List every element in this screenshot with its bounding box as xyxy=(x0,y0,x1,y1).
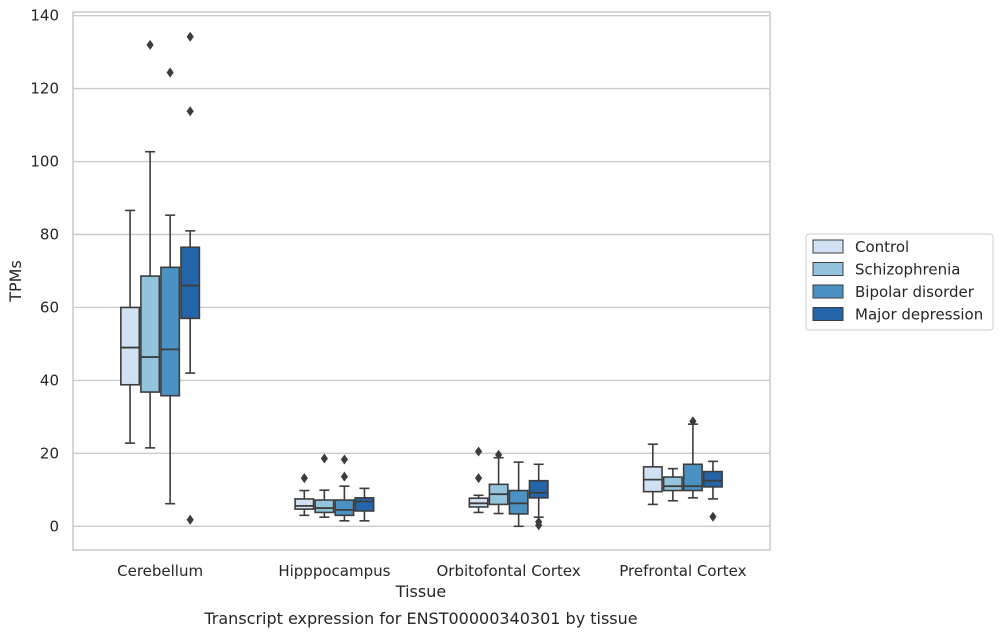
x-axis-ticks: Cerebellum Hipppocampus Orbitofontal Corte… xyxy=(117,562,746,580)
y-tick-label: 80 xyxy=(40,225,59,243)
y-tick-label: 60 xyxy=(40,298,59,316)
legend-swatch xyxy=(812,307,844,321)
iqr-box xyxy=(294,498,315,510)
iqr-box xyxy=(354,497,375,512)
box-schizophrenia xyxy=(314,453,335,518)
legend-frame xyxy=(805,233,994,331)
box-major-depression xyxy=(354,487,375,522)
iqr-box xyxy=(528,479,549,499)
iqr-box xyxy=(180,246,201,320)
x-axis-label: Tissue xyxy=(395,582,446,601)
box-control xyxy=(294,473,315,517)
outlier-point xyxy=(300,473,308,484)
iqr-box xyxy=(334,499,355,517)
iqr-box xyxy=(702,470,723,488)
x-tick-label: Cerebellum xyxy=(117,562,203,580)
legend-entry: Bipolar disorder xyxy=(855,283,975,301)
outlier-point xyxy=(535,520,543,531)
iqr-box xyxy=(140,275,161,393)
y-tick-label: 40 xyxy=(40,371,59,389)
outlier-point xyxy=(186,514,194,525)
outlier-point xyxy=(186,31,194,42)
y-tick-label: 120 xyxy=(30,80,59,98)
legend: Control Schizophrenia Bipolar disorder Majo… xyxy=(805,233,994,331)
legend-swatch xyxy=(812,284,844,299)
plot-area-frame xyxy=(72,11,771,551)
legend-swatch xyxy=(812,262,844,276)
x-tick-label: Orbitofontal Cortex xyxy=(437,562,581,580)
outlier-point xyxy=(166,67,174,78)
box-major-depression xyxy=(180,31,201,525)
box-schizophrenia xyxy=(488,449,509,515)
box-control xyxy=(120,209,141,444)
box-control xyxy=(642,443,663,506)
iqr-box xyxy=(160,266,181,397)
y-tick-label: 0 xyxy=(49,517,59,535)
outlier-point xyxy=(146,39,154,50)
legend-entry: Control xyxy=(855,238,909,256)
box-series xyxy=(120,31,723,531)
y-tick-label: 20 xyxy=(40,444,59,462)
iqr-box xyxy=(682,463,703,492)
outlier-point xyxy=(340,454,348,465)
y-tick-label: 100 xyxy=(30,153,59,171)
outlier-point xyxy=(474,446,483,457)
box-bipolar-disorder xyxy=(508,461,529,528)
legend-entry: Schizophrenia xyxy=(855,261,960,279)
box-bipolar-disorder xyxy=(334,454,355,522)
box-major-depression xyxy=(702,460,723,522)
legend-entry: Major depression xyxy=(855,306,983,324)
box-bipolar-disorder xyxy=(682,416,703,499)
box-schizophrenia xyxy=(662,467,683,502)
chart-caption: Transcript expression for ENST0000034030… xyxy=(203,609,637,628)
outlier-point xyxy=(495,449,503,460)
box-schizophrenia xyxy=(140,39,161,449)
outlier-point xyxy=(340,471,348,482)
box-control xyxy=(468,446,489,514)
y-axis-ticks: 0 20 40 60 80 100 120 140 xyxy=(30,7,59,536)
iqr-box xyxy=(662,476,683,492)
outlier-point xyxy=(709,511,717,522)
iqr-box xyxy=(120,306,141,386)
outlier-point xyxy=(320,453,328,464)
y-axis-label: TPMs xyxy=(6,260,25,303)
outlier-point xyxy=(474,473,483,484)
outlier-point xyxy=(689,416,697,427)
iqr-box xyxy=(314,499,335,514)
box-bipolar-disorder xyxy=(160,67,181,505)
outlier-point xyxy=(186,106,194,117)
iqr-box xyxy=(508,489,529,515)
y-tick-label: 140 xyxy=(30,7,59,25)
legend-swatch xyxy=(812,239,844,254)
x-tick-label: Hipppocampus xyxy=(278,562,390,580)
x-tick-label: Prefrontal Cortex xyxy=(619,562,746,580)
box-major-depression xyxy=(528,463,549,531)
